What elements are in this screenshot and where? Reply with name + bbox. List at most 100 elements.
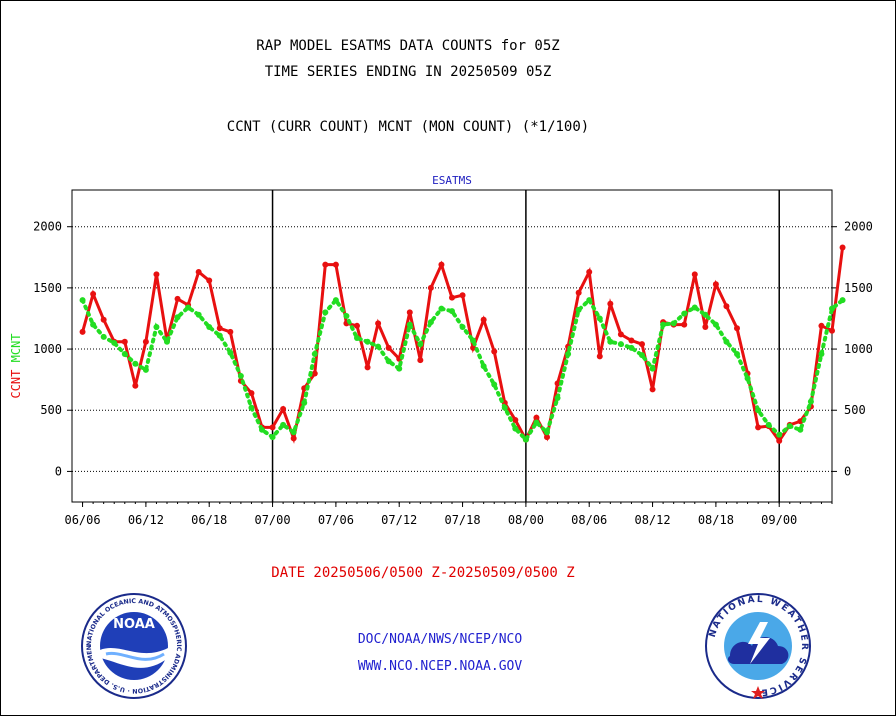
data-point-mcnt — [480, 363, 487, 370]
org-label: DOC/NOAA/NWS/NCEP/NCO — [357, 632, 523, 647]
data-point-ccnt — [829, 327, 835, 334]
plot-area — [71, 189, 833, 503]
data-point-ccnt — [755, 424, 762, 431]
data-point-mcnt — [596, 315, 603, 322]
data-point-mcnt — [290, 429, 297, 436]
data-point-mcnt — [533, 419, 540, 426]
url-link[interactable]: WWW.NCO.NCEP.NOAA.GOV — [357, 659, 523, 674]
data-point-mcnt — [776, 431, 783, 438]
data-point-ccnt — [586, 268, 593, 275]
data-point-mcnt — [280, 421, 287, 428]
data-point-mcnt — [206, 324, 213, 331]
data-point-mcnt — [301, 399, 308, 406]
data-point-mcnt — [649, 365, 656, 372]
y-axis-label-ccnt: CCNT — [9, 370, 23, 399]
data-point-ccnt — [385, 344, 392, 351]
data-point-ccnt — [797, 418, 804, 425]
data-point-ccnt — [227, 328, 234, 335]
data-point-mcnt — [459, 324, 466, 331]
data-point-ccnt — [839, 244, 846, 251]
data-point-ccnt — [712, 281, 719, 288]
data-point-mcnt — [712, 321, 719, 328]
data-point-mcnt — [628, 344, 635, 351]
data-point-mcnt — [322, 309, 329, 316]
data-point-mcnt — [195, 311, 202, 318]
data-point-mcnt — [681, 310, 688, 317]
data-point-mcnt — [501, 404, 508, 411]
data-point-mcnt — [343, 313, 350, 320]
data-point-mcnt — [111, 339, 118, 346]
data-point-ccnt — [512, 417, 519, 424]
data-point-ccnt — [364, 364, 371, 371]
data-point-mcnt — [807, 398, 814, 405]
y-tick-label-right: 0 — [844, 464, 851, 478]
data-point-ccnt — [90, 291, 97, 297]
data-point-ccnt — [427, 284, 434, 291]
data-point-mcnt — [174, 314, 181, 321]
y-tick-label-left: 1500 — [33, 281, 62, 295]
data-point-ccnt — [269, 424, 276, 431]
data-point-ccnt — [216, 325, 223, 332]
data-point-ccnt — [617, 331, 624, 338]
x-tick-label: 07/06 — [318, 513, 354, 527]
data-point-ccnt — [480, 316, 487, 323]
data-point-ccnt — [596, 353, 603, 360]
x-tick-label: 06/18 — [191, 513, 227, 527]
data-point-mcnt — [755, 407, 762, 414]
data-point-mcnt — [259, 426, 265, 433]
data-point-ccnt — [406, 309, 413, 316]
data-point-mcnt — [449, 308, 455, 315]
data-point-ccnt — [354, 322, 360, 329]
data-point-mcnt — [153, 324, 160, 331]
y-tick-label-right: 1000 — [844, 342, 873, 356]
data-point-mcnt — [121, 350, 128, 357]
data-point-ccnt — [417, 357, 424, 364]
data-point-ccnt — [121, 338, 128, 345]
data-point-mcnt — [575, 306, 582, 313]
data-point-ccnt — [818, 322, 825, 329]
data-point-ccnt — [491, 348, 498, 355]
data-point-mcnt — [216, 332, 223, 339]
data-point-mcnt — [765, 421, 772, 428]
data-point-ccnt — [132, 382, 139, 389]
data-point-ccnt — [248, 390, 255, 397]
data-point-ccnt — [438, 261, 445, 268]
data-point-ccnt — [607, 300, 614, 307]
data-point-ccnt — [639, 341, 645, 348]
data-point-mcnt — [237, 372, 244, 379]
data-point-ccnt — [100, 316, 107, 323]
data-point-ccnt — [723, 303, 730, 310]
y-tick-label-right: 500 — [844, 403, 866, 417]
data-point-mcnt — [639, 352, 645, 359]
data-point-mcnt — [375, 343, 382, 350]
x-tick-label: 07/00 — [254, 513, 290, 527]
x-tick-label: 06/12 — [128, 513, 164, 527]
data-point-ccnt — [332, 261, 339, 268]
chart-title-line2: TIME SERIES ENDING IN 20250509 05Z — [264, 64, 552, 80]
data-point-ccnt — [649, 386, 656, 393]
data-point-mcnt — [617, 341, 624, 348]
y-tick-label-left: 500 — [40, 403, 62, 417]
data-point-mcnt — [438, 305, 445, 312]
data-point-mcnt — [142, 366, 149, 373]
data-point-mcnt — [90, 321, 97, 328]
series-line-mcnt — [80, 296, 845, 443]
data-point-mcnt — [565, 350, 572, 357]
y-tick-label-right: 2000 — [844, 220, 873, 234]
date-range-label: DATE 20250506/0500 Z-20250509/0500 Z — [271, 565, 575, 581]
nws-logo: NATIONAL WEATHER SERVICE — [705, 593, 811, 699]
x-tick-label: 08/18 — [698, 513, 734, 527]
chart-title-line3: CCNT (CURR COUNT) MCNT (MON COUNT) (*1/1… — [226, 119, 590, 135]
data-point-ccnt — [554, 380, 561, 387]
data-point-ccnt — [702, 324, 709, 331]
y-tick-label-left: 1000 — [33, 342, 62, 356]
x-tick-label: 09/00 — [761, 513, 797, 527]
chart-title-line1: RAP MODEL ESATMS DATA COUNTS for 05Z — [256, 38, 560, 54]
data-point-mcnt — [185, 304, 192, 311]
data-point-mcnt — [364, 338, 371, 345]
noaa-logo: NATIONAL OCEANIC AND ATMOSPHERIC ADMINIS… — [80, 592, 187, 699]
data-point-mcnt — [417, 341, 424, 348]
data-point-ccnt — [449, 294, 455, 301]
data-point-ccnt — [691, 271, 698, 278]
data-point-mcnt — [829, 305, 835, 312]
